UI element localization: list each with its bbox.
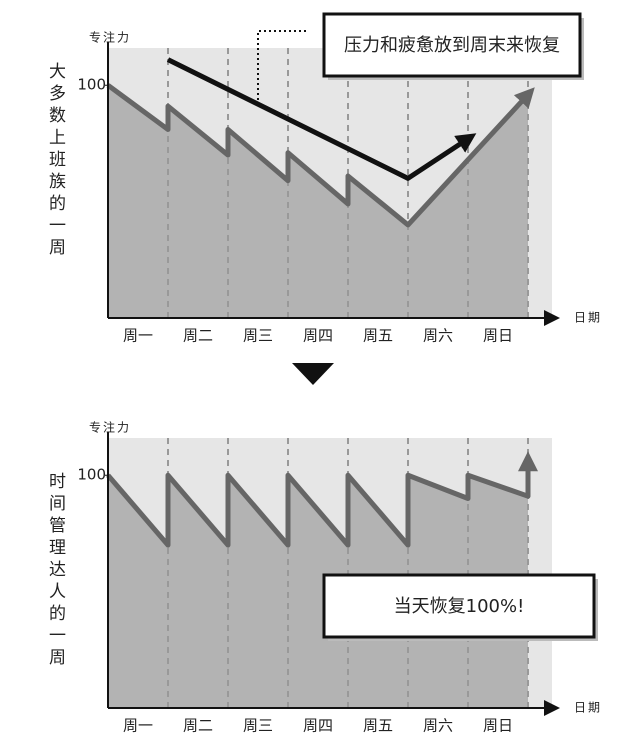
x-tick-label: 周一	[123, 717, 153, 735]
side-label: 时间管理达人的一周	[45, 472, 66, 670]
line	[106, 83, 535, 228]
x-tick-label: 周日	[483, 327, 513, 345]
x-tick-label: 周日	[483, 717, 513, 735]
annotation-box	[322, 12, 582, 78]
y-tick-label: 100	[77, 466, 106, 484]
area	[108, 461, 528, 708]
y-axis-label: 专注力	[89, 420, 131, 435]
line	[106, 451, 538, 548]
x-tick-label: 周五	[363, 327, 393, 345]
x-tick-label: 周六	[423, 717, 453, 735]
x-tick-label: 周二	[183, 327, 213, 345]
annotation-box	[322, 573, 596, 639]
annotation-leader	[257, 30, 306, 100]
x-tick-label: 周五	[363, 717, 393, 735]
down-arrow	[292, 363, 334, 385]
line	[166, 57, 477, 181]
x-tick-label: 周一	[123, 327, 153, 345]
x-axis-label: 日期	[574, 701, 602, 715]
y-axis-label: 专注力	[89, 30, 131, 45]
x-tick-label: 周六	[423, 327, 453, 345]
x-tick-label: 周四	[303, 717, 333, 735]
chart: 100 周一 周二 周三 周四 周五 周六 周日 专注力日期 时间管理达人的一周当天恢复100%!	[45, 420, 602, 735]
annotation-text: 当天恢复100%!	[394, 596, 525, 617]
side-label: 大多数上班族的一周	[45, 62, 66, 260]
x-tick-label: 周三	[243, 327, 273, 345]
x-tick-label: 周四	[303, 327, 333, 345]
y-tick-label: 100	[77, 76, 106, 94]
annotation-text: 压力和疲惫放到周末来恢复	[344, 35, 560, 56]
x-tick-label: 周三	[243, 717, 273, 735]
x-axis-label: 日期	[574, 311, 602, 325]
x-tick-label: 周二	[183, 717, 213, 735]
